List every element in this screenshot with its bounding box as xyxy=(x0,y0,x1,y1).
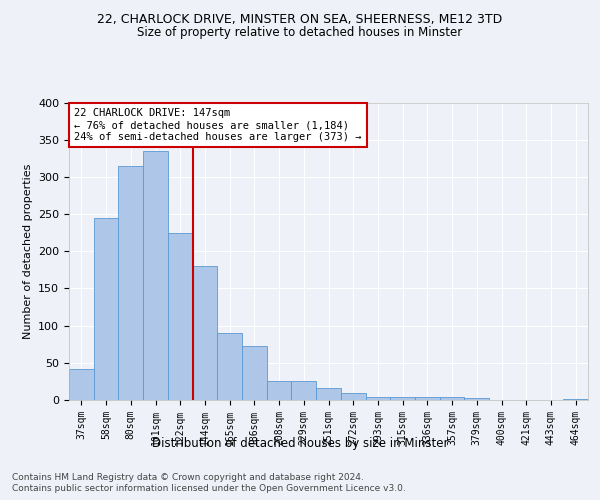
Text: Size of property relative to detached houses in Minster: Size of property relative to detached ho… xyxy=(137,26,463,39)
Text: Distribution of detached houses by size in Minster: Distribution of detached houses by size … xyxy=(152,438,448,450)
Bar xyxy=(440,397,464,400)
Bar xyxy=(390,397,415,400)
Bar xyxy=(563,398,588,400)
Text: 22 CHARLOCK DRIVE: 147sqm
← 76% of detached houses are smaller (1,184)
24% of se: 22 CHARLOCK DRIVE: 147sqm ← 76% of detac… xyxy=(74,108,362,142)
Text: Contains public sector information licensed under the Open Government Licence v3: Contains public sector information licen… xyxy=(12,484,406,493)
Bar xyxy=(193,266,217,400)
Bar xyxy=(143,151,168,400)
Bar xyxy=(242,346,267,400)
Text: 22, CHARLOCK DRIVE, MINSTER ON SEA, SHEERNESS, ME12 3TD: 22, CHARLOCK DRIVE, MINSTER ON SEA, SHEE… xyxy=(97,12,503,26)
Bar xyxy=(118,166,143,400)
Bar xyxy=(267,382,292,400)
Bar xyxy=(464,398,489,400)
Bar xyxy=(415,397,440,400)
Bar xyxy=(365,397,390,400)
Bar xyxy=(94,218,118,400)
Bar xyxy=(217,333,242,400)
Bar xyxy=(168,232,193,400)
Y-axis label: Number of detached properties: Number of detached properties xyxy=(23,164,32,339)
Bar xyxy=(292,382,316,400)
Bar xyxy=(69,369,94,400)
Bar xyxy=(341,392,365,400)
Bar xyxy=(316,388,341,400)
Text: Contains HM Land Registry data © Crown copyright and database right 2024.: Contains HM Land Registry data © Crown c… xyxy=(12,472,364,482)
